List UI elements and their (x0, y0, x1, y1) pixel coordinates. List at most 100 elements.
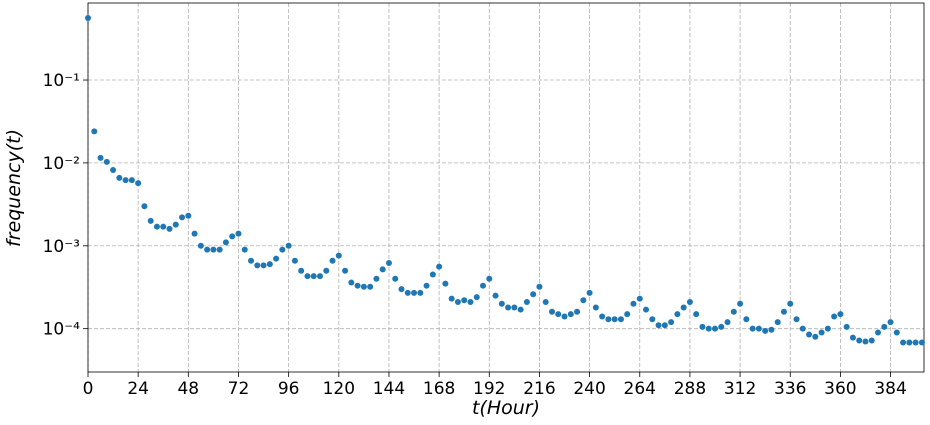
data-point (498, 300, 505, 307)
data-point (580, 297, 587, 304)
data-point (712, 325, 718, 332)
data-point (153, 223, 160, 230)
data-point (216, 246, 223, 253)
data-point (599, 313, 606, 320)
data-point (160, 223, 167, 230)
data-point (273, 255, 280, 262)
data-point (310, 273, 317, 280)
data-point (360, 283, 367, 290)
data-point (517, 306, 524, 313)
data-point (91, 128, 98, 135)
data-point (185, 212, 192, 219)
data-point (730, 308, 737, 315)
data-point (279, 246, 286, 253)
y-axis-label: frequency(t) (3, 129, 25, 247)
data-point (718, 323, 725, 330)
data-point (643, 306, 650, 313)
data-point (856, 337, 863, 344)
data-point (887, 319, 894, 326)
x-tick-label: 48 (177, 379, 199, 399)
data-point (542, 298, 549, 305)
data-point (248, 257, 255, 264)
data-point (586, 289, 593, 296)
data-point (787, 300, 794, 307)
data-point (686, 298, 693, 305)
data-point (316, 273, 323, 280)
data-point (918, 339, 925, 346)
data-point (429, 271, 436, 278)
data-point (505, 304, 512, 311)
data-point (630, 300, 637, 307)
data-point (812, 333, 819, 340)
data-point (680, 304, 687, 311)
data-point (379, 266, 386, 273)
data-point (762, 327, 769, 334)
data-point (141, 203, 148, 210)
x-tick-label: 144 (373, 379, 405, 399)
plot-frame (87, 2, 925, 373)
data-point (843, 323, 850, 330)
data-point (523, 298, 530, 305)
data-point (868, 337, 875, 344)
data-point (893, 329, 900, 336)
data-point (172, 221, 179, 228)
data-point (298, 267, 305, 274)
x-tick-label: 24 (127, 379, 149, 399)
data-point (179, 214, 186, 221)
y-tick-label: 10⁻¹ (43, 71, 80, 91)
data-point (768, 326, 775, 333)
data-point (574, 308, 581, 315)
data-point (636, 295, 643, 302)
data-point (536, 283, 543, 290)
data-point (743, 316, 750, 323)
data-point (749, 325, 756, 332)
data-point (837, 311, 844, 318)
x-tick-label: 264 (624, 379, 656, 399)
data-point (128, 177, 135, 184)
x-tick-label: 72 (228, 379, 250, 399)
data-point (561, 313, 568, 320)
data-point (605, 316, 612, 323)
x-tick-label: 384 (874, 379, 906, 399)
x-tick-label: 0 (83, 379, 94, 399)
data-point (204, 246, 211, 253)
data-point (480, 282, 487, 289)
data-point (906, 339, 913, 346)
data-point (492, 292, 499, 299)
data-point (755, 325, 762, 332)
y-tick-label: 10⁻² (43, 154, 80, 174)
data-point (649, 316, 656, 323)
data-point (260, 262, 267, 269)
data-point (197, 242, 204, 249)
data-point (97, 154, 104, 161)
data-point (85, 15, 91, 22)
data-point (555, 311, 562, 318)
x-tick-label: 216 (523, 379, 555, 399)
data-point (780, 308, 787, 315)
x-axis-label: t(Hour) (472, 397, 540, 419)
data-point (291, 257, 298, 264)
data-point (348, 279, 355, 286)
data-point (404, 289, 411, 296)
data-point (511, 304, 518, 311)
data-point (254, 262, 261, 269)
data-point (467, 298, 474, 305)
data-point (385, 259, 392, 266)
data-point (461, 297, 468, 304)
data-point (392, 275, 399, 282)
data-point (323, 267, 330, 274)
data-point (191, 230, 198, 237)
data-point (900, 339, 907, 346)
data-point (229, 233, 236, 240)
data-point (166, 225, 173, 232)
data-point (110, 167, 117, 174)
data-point (875, 329, 882, 336)
data-point (486, 275, 493, 282)
data-point (774, 319, 781, 326)
data-point (674, 311, 681, 318)
data-point (210, 246, 217, 253)
data-point (611, 316, 618, 323)
data-point (448, 295, 455, 302)
data-point (567, 311, 574, 318)
data-point (624, 311, 631, 318)
